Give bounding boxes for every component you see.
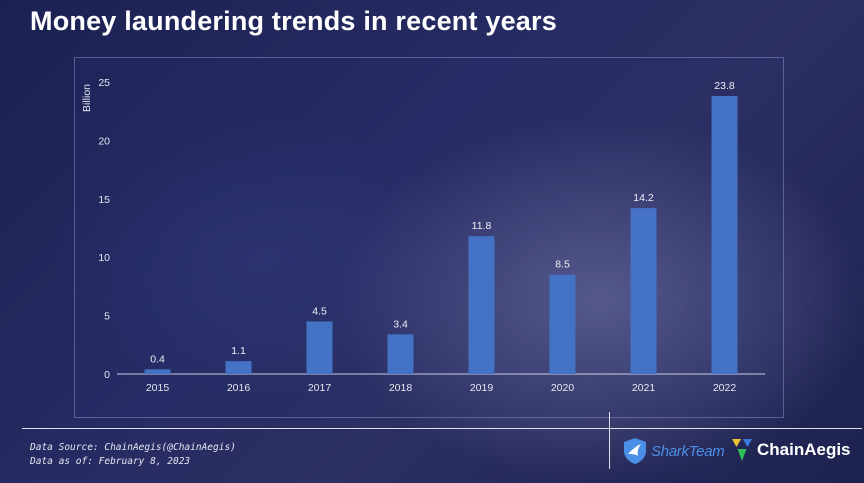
x-tick-label-2019: 2019 [470, 382, 494, 394]
sharkteam-logo: SharkTeam [622, 437, 725, 465]
x-tick-label-2021: 2021 [632, 382, 656, 394]
bar-2015 [144, 369, 171, 374]
bar-2019 [468, 236, 495, 374]
data-label-2022: 23.8 [714, 80, 735, 92]
y-tick-label: 20 [98, 135, 110, 147]
footer-vertical-divider [609, 412, 610, 469]
x-tick-label-2015: 2015 [146, 382, 170, 394]
data-label-2018: 3.4 [393, 318, 408, 330]
y-tick-label: 15 [98, 194, 110, 206]
x-tick-label-2018: 2018 [389, 382, 413, 394]
x-tick-label-2022: 2022 [713, 382, 737, 394]
y-tick-label: 5 [104, 311, 110, 323]
y-tick-label: 25 [98, 77, 110, 89]
y-tick-label: 10 [98, 252, 110, 264]
data-label-2015: 0.4 [150, 353, 165, 365]
data-label-2016: 1.1 [231, 345, 246, 357]
bar-2018 [387, 334, 414, 374]
chainaegis-text: ChainAegis [757, 440, 851, 459]
data-label-2019: 11.8 [472, 220, 492, 232]
bar-2017 [306, 321, 333, 374]
bar-2022 [711, 96, 738, 375]
data-source-note: Data Source: ChainAegis(@ChainAegis) Dat… [30, 441, 236, 469]
data-date-line: Data as of: February 8, 2023 [30, 456, 191, 467]
x-tick-label-2016: 2016 [227, 382, 251, 394]
y-tick-label: 0 [104, 369, 110, 381]
chart-title: Money laundering trends in recent years [30, 6, 557, 36]
sharkteam-text: SharkTeam [651, 442, 725, 460]
data-label-2017: 4.5 [312, 305, 327, 317]
bar-chart: Billion 0 5 10 15 20 25 0.4 2015 1.1 2016 4.5 2017 3.… [81, 77, 765, 394]
chart-panel: Billion 0 5 10 15 20 25 0.4 2015 1.1 2016 4.5 2017 3.… [74, 57, 784, 418]
chainaegis-logo: ChainAegis [730, 437, 851, 463]
data-label-2020: 8.5 [555, 259, 570, 271]
data-source-line: Data Source: ChainAegis(@ChainAegis) [30, 442, 236, 453]
x-tick-label-2017: 2017 [308, 382, 332, 394]
x-tick-label-2020: 2020 [551, 382, 575, 394]
data-label-2021: 14.2 [633, 192, 654, 204]
bar-2016 [225, 361, 252, 374]
chainaegis-icon [732, 439, 752, 461]
bar-2020 [549, 274, 576, 374]
y-axis-label: Billion [81, 84, 93, 112]
shark-shield-icon [624, 438, 646, 464]
bar-2021 [630, 208, 657, 374]
footer-divider [22, 428, 862, 429]
